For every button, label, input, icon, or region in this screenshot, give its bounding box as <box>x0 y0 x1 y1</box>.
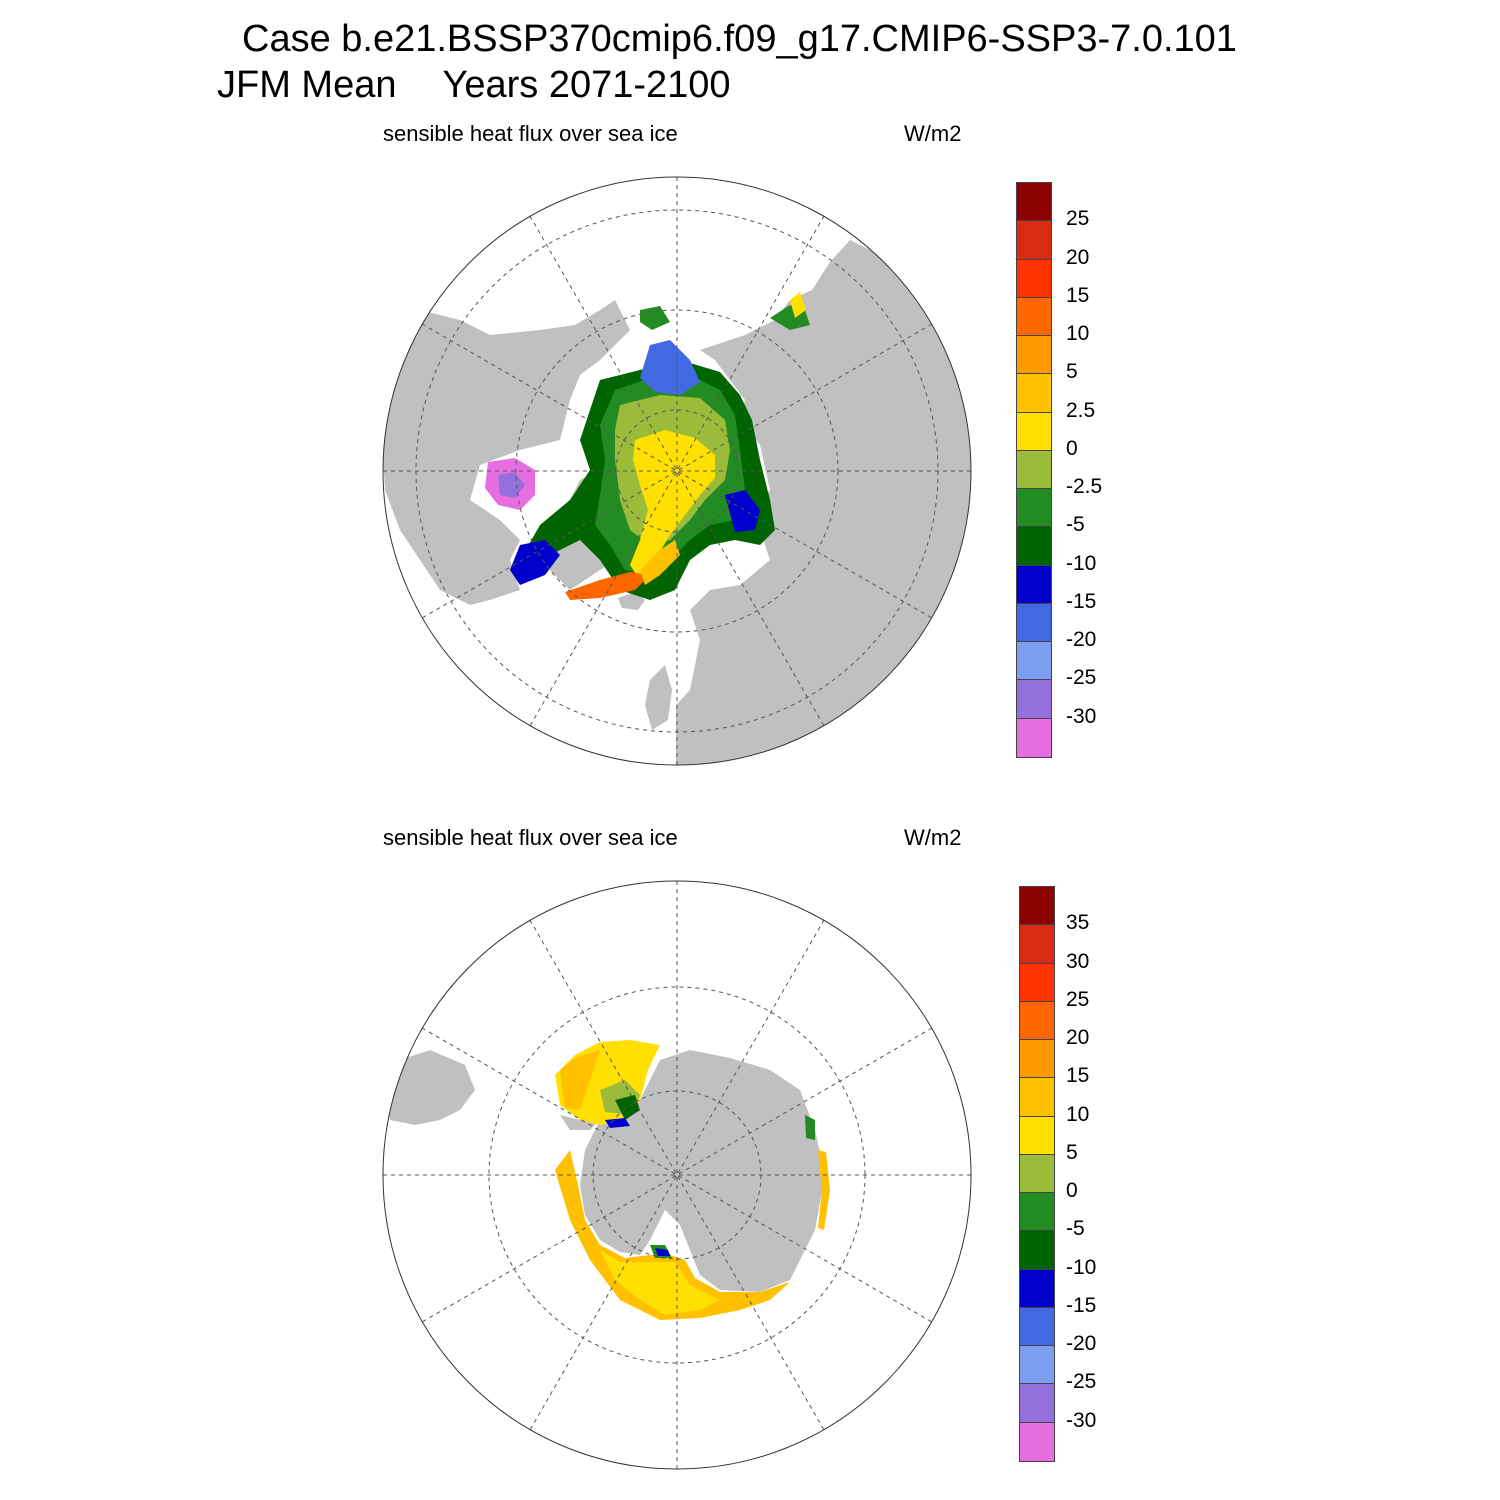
north-land-eurasia <box>676 240 971 765</box>
south-land-antarctica <box>580 1050 825 1292</box>
colorbar-swatch <box>1020 1422 1054 1461</box>
colorbar-tick-label: -10 <box>1066 551 1097 575</box>
colorbar-tick-label: -20 <box>1066 1332 1097 1356</box>
colorbar-swatch <box>1017 642 1051 681</box>
colorbar-tick-label: -30 <box>1066 704 1097 728</box>
south-seaice-weddell-blue <box>605 1118 630 1128</box>
figure-title: Case b.e21.BSSP370cmip6.f09_g17.CMIP6-SS… <box>242 18 1237 60</box>
colorbar-tick-label: 15 <box>1066 1064 1090 1088</box>
south-seaice-ross-blue <box>655 1248 670 1256</box>
north-land-scandinavia <box>700 600 755 670</box>
south-seaice-weddell-orange <box>560 1050 600 1110</box>
colorbar-tick-label: 10 <box>1066 322 1090 346</box>
north-seaice-purple-hudson-bay <box>498 472 525 498</box>
colorbar-tick-label: -25 <box>1066 1370 1097 1394</box>
colorbar-swatch <box>1020 1231 1054 1270</box>
colorbar-swatch <box>1017 412 1051 451</box>
colorbar-swatch <box>1020 925 1054 964</box>
colorbar-swatch <box>1017 718 1051 757</box>
colorbar-swatch <box>1017 603 1051 643</box>
colorbar-tick-label: 30 <box>1066 949 1090 973</box>
colorbar-tick-label: -5 <box>1066 1217 1085 1241</box>
colorbar-tick-label: 5 <box>1066 1140 1078 1164</box>
north-land-north-america <box>383 300 630 605</box>
colorbar-swatch <box>1020 1154 1054 1194</box>
colorbar-swatch <box>1020 1001 1054 1041</box>
colorbar-tick-label: 0 <box>1066 436 1078 460</box>
north-land-british-isles <box>645 665 672 730</box>
colorbar-swatch <box>1020 963 1054 1002</box>
panel-south-units-label: W/m2 <box>904 825 962 850</box>
colorbar-swatch <box>1020 1269 1054 1308</box>
colorbar-swatch <box>1017 183 1051 222</box>
north-seaice-okhotsk-yellow <box>790 292 806 318</box>
colorbar-tick-label: 25 <box>1066 987 1090 1011</box>
colorbar-tick-label: 10 <box>1066 1102 1090 1126</box>
south-seaice-east-fringe <box>818 1150 830 1230</box>
south-map-border <box>382 880 972 1470</box>
colorbar-swatch <box>1017 336 1051 375</box>
north-seaice-yellow <box>630 430 715 580</box>
north-seaice-blue-hudson <box>510 540 560 585</box>
colorbar-tick-label: -15 <box>1066 1293 1097 1317</box>
south-land-antarctic-peninsula <box>560 1115 600 1130</box>
season-label: JFM Mean <box>217 64 397 106</box>
north-land-iceland <box>618 592 645 610</box>
colorbar-tick-label: 15 <box>1066 283 1090 307</box>
north-seaice-bering <box>640 306 670 330</box>
colorbar-tick-label: 20 <box>1066 1026 1090 1050</box>
colorbar-swatch <box>1017 221 1051 260</box>
south-polar-map <box>382 880 972 1470</box>
colorbar-tick-label: 25 <box>1066 207 1090 231</box>
north-seaice-orange-strip <box>565 572 650 600</box>
north-graticule <box>383 177 971 765</box>
colorbar-swatch <box>1020 887 1054 926</box>
colorbar-swatch <box>1017 565 1051 604</box>
colorbar-tick-label: 2.5 <box>1066 398 1096 422</box>
north-colorbar <box>1016 182 1052 758</box>
colorbar-tick-label: -30 <box>1066 1408 1097 1432</box>
panel-north-variable-label: sensible heat flux over sea ice <box>383 121 678 146</box>
colorbar-swatch <box>1017 489 1051 528</box>
north-map-border <box>382 176 972 766</box>
colorbar-swatch <box>1020 1346 1054 1385</box>
years-label: Years 2071-2100 <box>442 64 731 106</box>
colorbar-swatch <box>1017 259 1051 298</box>
north-polar-map <box>382 176 972 766</box>
north-seaice-blue-beaufort <box>640 340 700 395</box>
colorbar-swatch <box>1017 527 1051 566</box>
colorbar-tick-label: 0 <box>1066 1179 1078 1203</box>
colorbar-swatch <box>1017 680 1051 719</box>
colorbar-tick-label: -5 <box>1066 513 1085 537</box>
colorbar-tick-label: 35 <box>1066 911 1090 935</box>
colorbar-swatch <box>1020 1307 1054 1347</box>
colorbar-swatch <box>1017 297 1051 337</box>
colorbar-tick-label: -25 <box>1066 666 1097 690</box>
colorbar-tick-label: 20 <box>1066 245 1090 269</box>
colorbar-swatch <box>1017 450 1051 490</box>
colorbar-swatch <box>1020 1384 1054 1423</box>
panel-south-variable-label: sensible heat flux over sea ice <box>383 825 678 850</box>
north-seaice-blue-kara <box>725 490 760 532</box>
south-seaice-weddell-darkgreen <box>615 1095 640 1120</box>
north-seaice-yellow-fram-strait <box>640 540 680 585</box>
south-colorbar <box>1019 886 1055 1462</box>
south-seaice-east-green <box>805 1115 815 1140</box>
colorbar-swatch <box>1020 1078 1054 1117</box>
colorbar-tick-label: -10 <box>1066 1255 1097 1279</box>
colorbar-tick-label: -15 <box>1066 589 1097 613</box>
south-seaice-ross-yellow <box>600 1250 720 1315</box>
figure-subtitle: JFM Mean Years 2071-2100 <box>217 64 731 107</box>
colorbar-swatch <box>1020 1116 1054 1155</box>
panel-north-units-label: W/m2 <box>904 121 962 146</box>
colorbar-tick-label: -2.5 <box>1066 475 1103 499</box>
colorbar-tick-label: -20 <box>1066 628 1097 652</box>
colorbar-swatch <box>1020 1040 1054 1079</box>
colorbar-swatch <box>1017 374 1051 413</box>
colorbar-tick-label: 5 <box>1066 360 1078 384</box>
south-land-south-america <box>383 1050 475 1125</box>
south-graticule <box>383 881 971 1469</box>
colorbar-swatch <box>1020 1193 1054 1232</box>
